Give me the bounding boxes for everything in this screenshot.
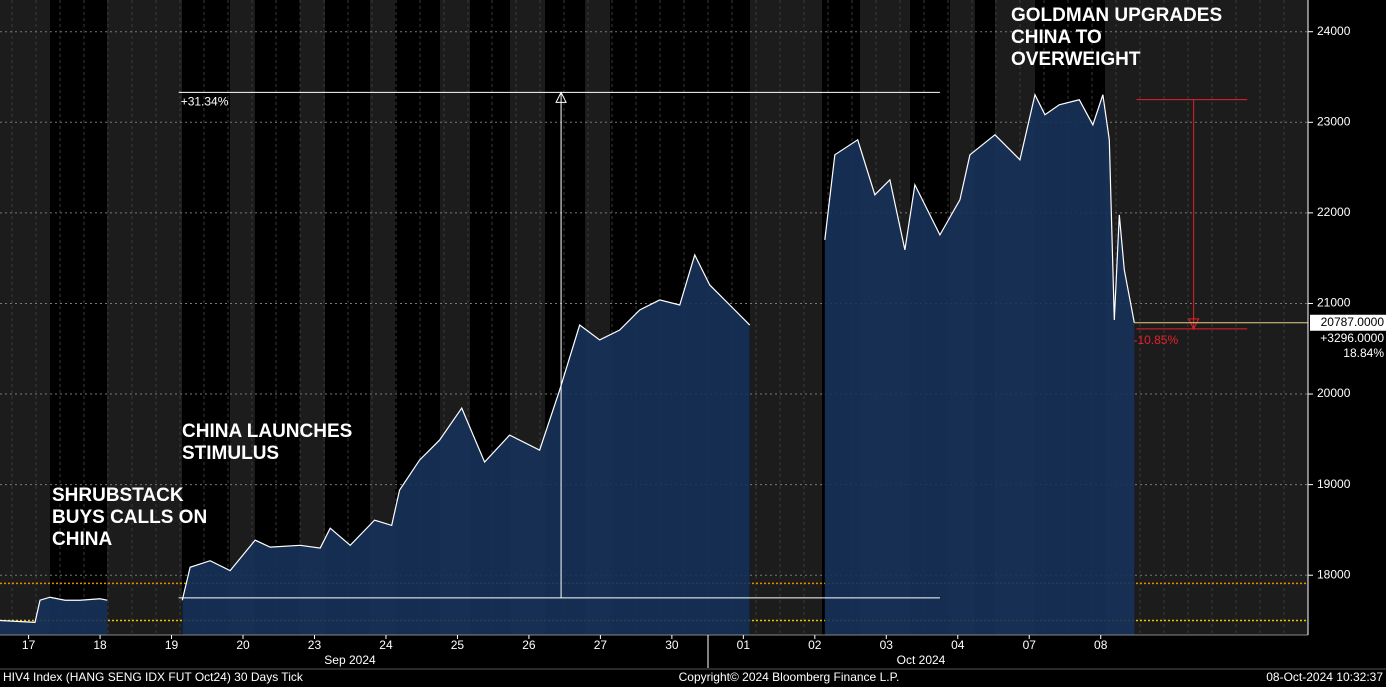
x-tick-label: 02 (808, 638, 822, 652)
x-tick-label: 20 (236, 638, 250, 652)
x-tick-label: 23 (308, 638, 322, 652)
annotation: CHINA (52, 529, 112, 550)
change-pct-label: 18.84% (1343, 346, 1384, 360)
annotation: GOLDMAN UPGRADES (1011, 5, 1222, 26)
annotation: BUYS CALLS ON (52, 507, 207, 528)
x-group-label: Sep 2024 (324, 653, 376, 667)
y-tick-label: 18000 (1317, 567, 1351, 581)
area (0, 94, 1135, 636)
y-tick-label: 20000 (1317, 386, 1351, 400)
arrow-head (555, 91, 567, 103)
x-tick-label: 17 (22, 638, 36, 652)
line (0, 92, 1135, 623)
change-label: +3296.0000 (1320, 331, 1384, 345)
x-tick-label: 18 (93, 638, 107, 652)
x-tick-label: 03 (880, 638, 894, 652)
annotation: CHINA TO (1011, 27, 1102, 48)
footer-right: 08-Oct-2024 10:32:37 (1266, 670, 1383, 684)
y-tick-label: 23000 (1317, 114, 1351, 128)
annotation: STIMULUS (182, 443, 279, 464)
session-band (107, 0, 182, 635)
x-tick-label: 07 (1023, 638, 1037, 652)
y-tick-label: 24000 (1317, 24, 1351, 38)
measure-label: -10.85% (1133, 333, 1178, 347)
session-band (230, 0, 255, 635)
arrow-head (1187, 318, 1200, 330)
x-tick-label: 08 (1094, 638, 1108, 652)
x-tick-label: 30 (665, 638, 679, 652)
measure-label: +31.34% (181, 95, 229, 109)
session-band (0, 0, 50, 635)
footer-left: HIV4 Index (HANG SENG IDX FUT Oct24) 30 … (3, 670, 304, 684)
x-tick-label: 04 (951, 638, 965, 652)
annotation: SHRUBSTACK (52, 485, 184, 506)
x-group-label: Oct 2024 (897, 653, 946, 667)
y-tick-label: 19000 (1317, 477, 1351, 491)
x-tick-label: 01 (737, 638, 751, 652)
y-tick-label: 22000 (1317, 205, 1351, 219)
x-tick-label: 26 (522, 638, 536, 652)
annotation: CHINA LAUNCHES (182, 421, 352, 442)
session-band (300, 0, 325, 635)
x-tick-label: 25 (451, 638, 465, 652)
last-price-label: 20787.0000 (1321, 315, 1385, 329)
annotation: OVERWEIGHT (1011, 49, 1141, 70)
y-tick-label: 21000 (1317, 296, 1351, 310)
x-tick-label: 19 (165, 638, 179, 652)
last-price-box (1310, 314, 1386, 331)
session-band (1105, 0, 1308, 635)
x-tick-label: 27 (594, 638, 608, 652)
session-band (750, 0, 822, 635)
footer-center: Copyright© 2024 Bloomberg Finance L.P. (679, 670, 900, 684)
x-tick-label: 24 (379, 638, 393, 652)
